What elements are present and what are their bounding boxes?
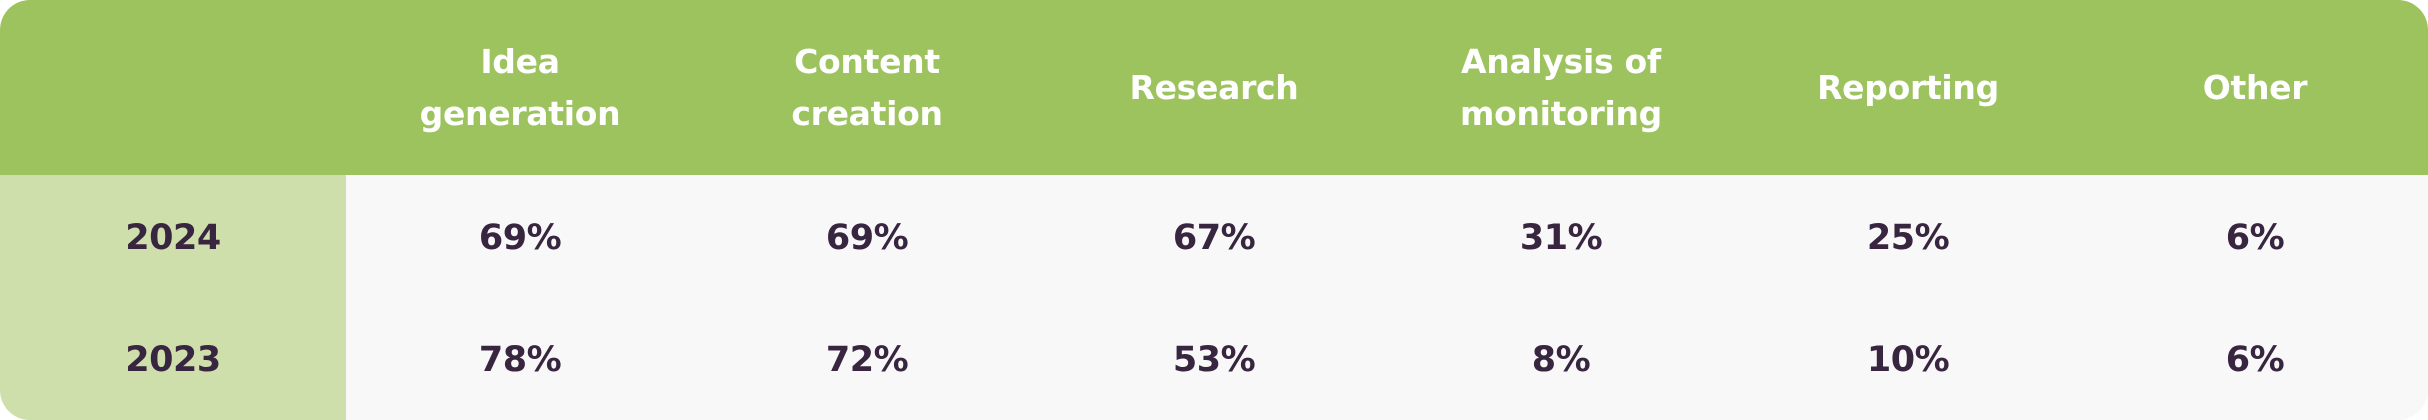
table-cell: 53%: [1172, 340, 1256, 380]
table-cell: 78%: [478, 340, 562, 380]
column-header: Other: [2202, 67, 2308, 107]
table-cell: 6%: [2225, 340, 2285, 380]
column-header: Reporting: [1817, 67, 1999, 107]
column-header: Analysis of monitoring: [1459, 41, 1662, 133]
year-column: [0, 175, 346, 420]
table-cell: 69%: [478, 217, 562, 258]
header-row: [0, 0, 2428, 175]
table-cell: 31%: [1519, 217, 1603, 258]
table-cell: 69%: [825, 217, 909, 258]
row-label: 2023: [125, 340, 221, 380]
column-header: Idea generation: [419, 41, 621, 133]
table-cell: 6%: [2225, 217, 2285, 258]
table-cell: 8%: [1531, 340, 1591, 380]
table-cell: 72%: [825, 340, 909, 380]
column-header: Research: [1129, 67, 1299, 107]
table-cell: 67%: [1172, 217, 1256, 258]
table-cell: 10%: [1866, 340, 1950, 380]
table-cell: 25%: [1866, 217, 1950, 258]
row-label: 2024: [125, 217, 221, 258]
column-header: Content creation: [791, 41, 943, 133]
